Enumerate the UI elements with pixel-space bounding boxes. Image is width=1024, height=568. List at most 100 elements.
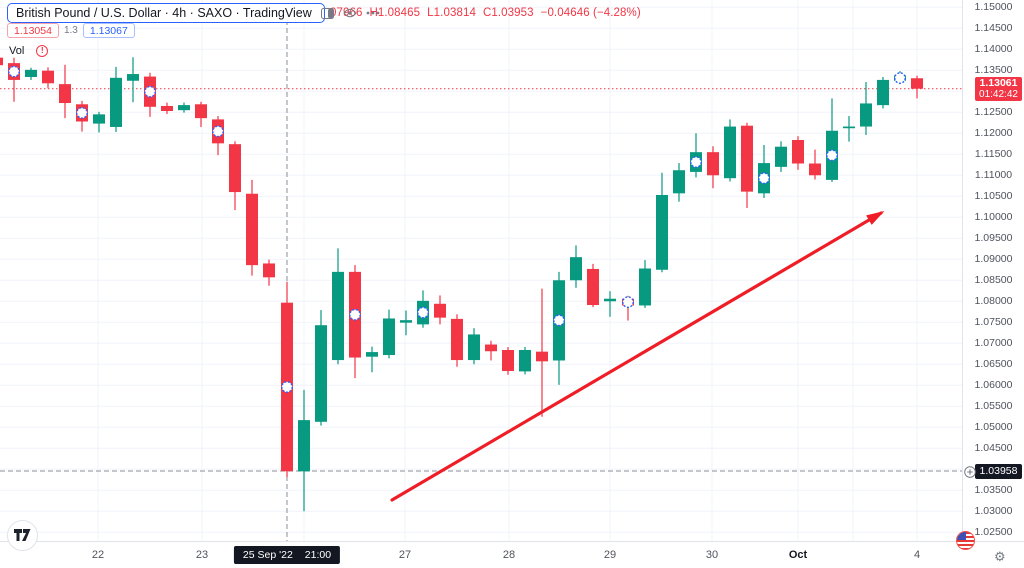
event-marker-icon[interactable] (622, 296, 634, 309)
price-axis-label: 1.11000 (974, 169, 1013, 182)
event-marker-icon[interactable] (281, 381, 293, 393)
candle-body (587, 268, 599, 306)
event-marker-icon[interactable] (144, 85, 156, 98)
time-axis-label: Oct (788, 549, 808, 561)
price-axis-label: 1.14000 (974, 43, 1013, 56)
symbol-toolbar[interactable]: British Pound / U.S. Dollar · 4h · SAXO … (7, 3, 380, 23)
candle-body (0, 57, 3, 66)
price-axis-label: 1.03000 (974, 505, 1013, 518)
spread-label: 1.3 (63, 25, 78, 36)
event-marker-icon[interactable] (826, 149, 838, 162)
candle-body (724, 126, 736, 179)
candle-body (298, 420, 310, 472)
ohlc-close: C1.03953 (482, 7, 534, 19)
candle-body (656, 195, 668, 270)
price-axis[interactable]: 1.13061 01:42:42 1.03958 1.15000 1.14500 1… (962, 0, 1024, 541)
price-axis-label: 1.10000 (974, 211, 1013, 224)
candle-body (434, 303, 446, 318)
volume-indicator-row: Vol ! (9, 45, 49, 57)
time-axis[interactable]: 25 Sep '22 21:00 22 23 27 28 29 30 Oct 4 (0, 541, 1024, 568)
event-marker-icon[interactable] (690, 156, 702, 168)
volume-label: Vol (9, 45, 25, 57)
time-axis-label: 22 (91, 549, 105, 561)
candle-body (775, 146, 787, 167)
candle-body (519, 349, 531, 372)
candle-body (843, 126, 855, 129)
eye-icon[interactable] (343, 8, 357, 18)
ohlc-high: H1.08465 (369, 7, 421, 19)
symbol-title: British Pound / U.S. Dollar · 4h · SAXO … (16, 6, 312, 20)
time-axis-label: 28 (502, 549, 516, 561)
candle-body (792, 139, 804, 164)
event-marker-icon[interactable] (417, 306, 429, 319)
event-marker-icon[interactable] (894, 72, 906, 84)
candle-body (451, 318, 463, 361)
price-axis-label: 1.02500 (974, 526, 1013, 539)
trend-arrow-head (866, 210, 885, 225)
ohlc-change: −0.04646 (−4.28%) (540, 7, 641, 19)
event-marker-icon[interactable] (76, 106, 88, 119)
price-axis-label: 1.03500 (974, 484, 1013, 497)
crosshair-clock: 21:00 (304, 549, 332, 561)
candle-body (59, 84, 71, 104)
candle-body (536, 351, 548, 362)
candle-body (707, 152, 719, 176)
time-axis-label: 30 (705, 549, 719, 561)
price-axis-label: 1.10500 (974, 190, 1013, 203)
time-axis-label: 4 (913, 549, 921, 561)
gear-icon[interactable]: ⚙ (994, 550, 1006, 565)
price-axis-label: 1.14500 (974, 22, 1013, 35)
event-marker-icon[interactable] (553, 314, 565, 327)
chart-preview-icon[interactable] (320, 7, 334, 19)
price-axis-label: 1.09500 (974, 232, 1013, 245)
candle-body (468, 334, 480, 361)
current-price-value: 1.13061 (979, 76, 1018, 89)
price-axis-label: 1.05500 (974, 400, 1013, 413)
price-axis-label: 1.15000 (974, 1, 1013, 14)
candle-body (263, 263, 275, 278)
price-axis-label: 1.06000 (974, 379, 1013, 392)
candle-body (366, 352, 378, 357)
price-axis-label: 1.05000 (974, 421, 1013, 434)
candle-body (570, 257, 582, 281)
sell-price-button[interactable]: 1.13054 (7, 23, 59, 38)
candle-body (485, 344, 497, 352)
candle-body (42, 70, 54, 84)
candle-body (741, 125, 753, 192)
price-axis-label: 1.09000 (974, 253, 1013, 266)
price-axis-label: 1.11500 (974, 148, 1013, 161)
trend-arrow-line[interactable] (390, 211, 883, 502)
current-price-badge: 1.13061 01:42:42 (975, 76, 1022, 101)
candle-body (809, 163, 821, 176)
candle-body (502, 349, 514, 371)
price-axis-label: 1.13500 (974, 64, 1013, 77)
event-marker-icon[interactable] (758, 172, 770, 185)
event-marker-icon[interactable] (212, 125, 224, 138)
buy-price-button[interactable]: 1.13067 (82, 23, 135, 38)
candle-body (229, 144, 241, 193)
candle-body (127, 74, 139, 81)
candle-body (178, 105, 190, 111)
candle-body (110, 77, 122, 127)
candle-body (332, 271, 344, 361)
tradingview-logo[interactable] (7, 520, 38, 551)
time-axis-label: 29 (603, 549, 617, 561)
volume-warning-icon[interactable]: ! (36, 45, 49, 57)
ohlc-low: L1.03814 (427, 7, 476, 19)
bar-countdown: 01:42:42 (979, 88, 1018, 100)
candle-body (93, 114, 105, 124)
crosshair-date: 25 Sep '22 (242, 549, 293, 561)
price-axis-label: 1.07500 (974, 316, 1013, 329)
candle-body (860, 103, 872, 127)
bid-ask-row: 1.13054 1.3 1.13067 (7, 23, 135, 38)
crosshair-time-badge: 25 Sep '22 21:00 (233, 546, 341, 564)
event-marker-icon[interactable] (349, 308, 361, 321)
candle-body (161, 105, 173, 112)
event-marker-icon[interactable] (8, 65, 20, 78)
us-flag-icon (956, 531, 975, 550)
more-options-icon[interactable] (366, 11, 380, 15)
add-alert-plus-icon[interactable] (964, 465, 976, 478)
price-axis-label: 1.08000 (974, 295, 1013, 308)
